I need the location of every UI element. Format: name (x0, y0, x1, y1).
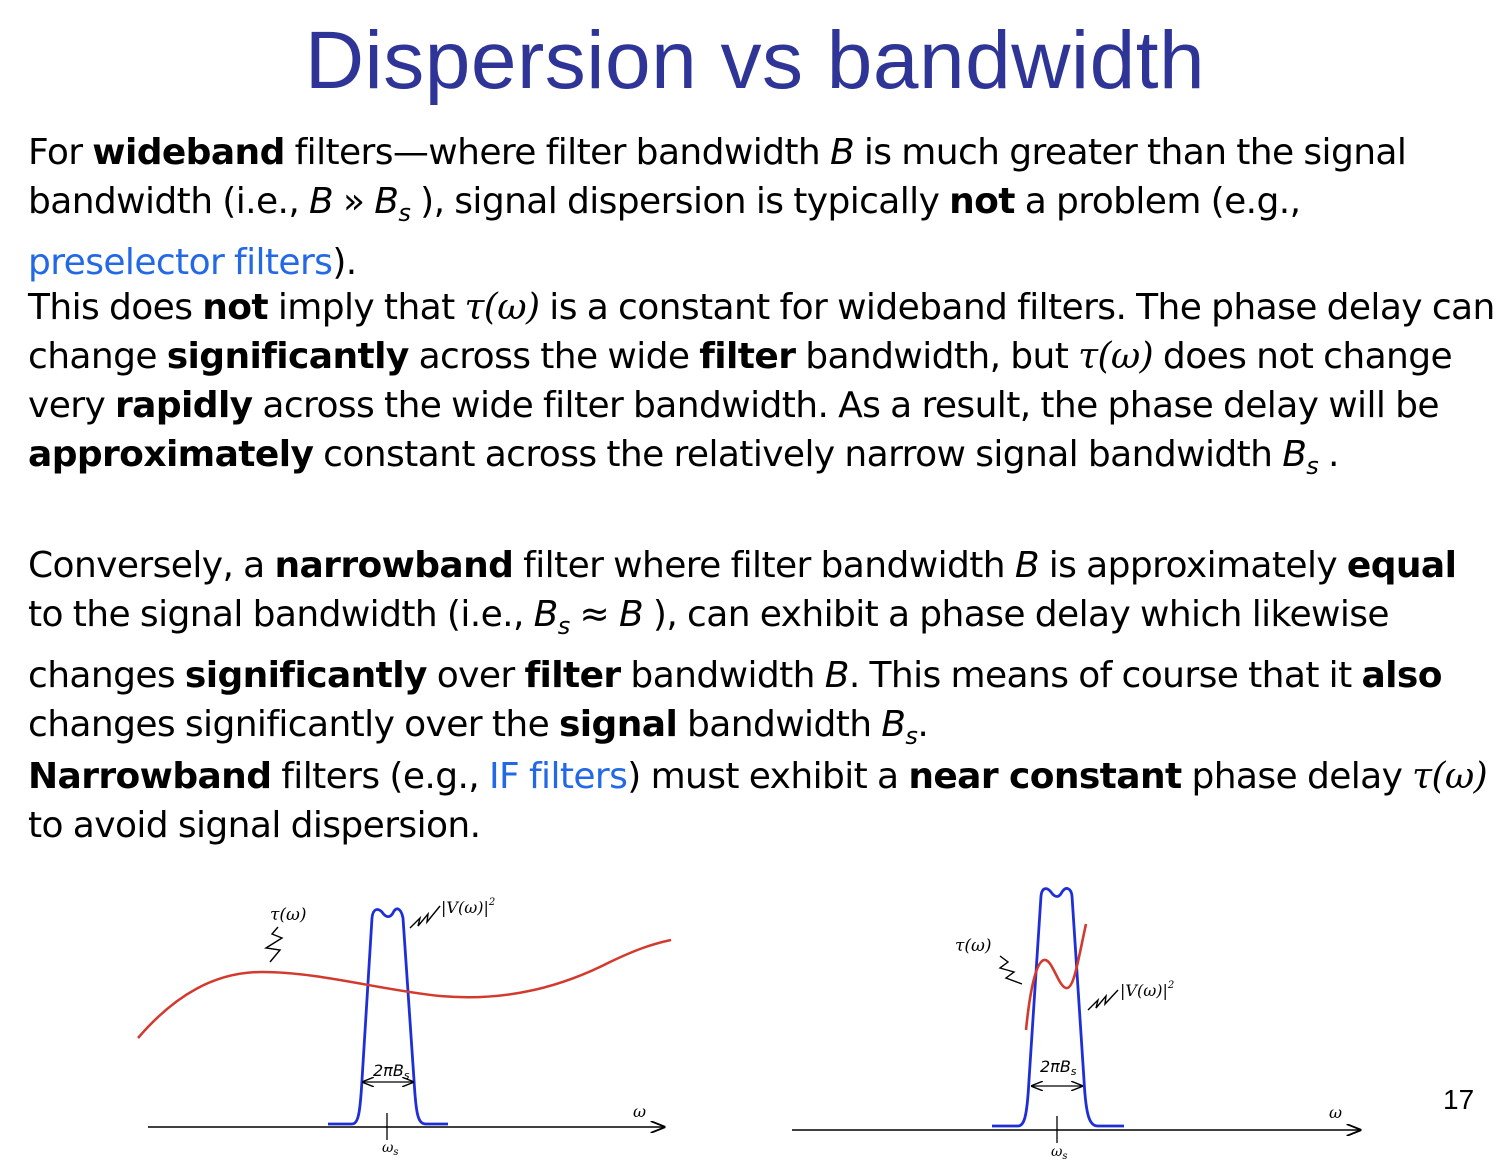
text: imply that (268, 287, 465, 328)
math-var: B (1282, 434, 1307, 475)
math-var: B (1014, 545, 1040, 586)
text: is much greater than the signal bandwidt… (28, 132, 1407, 222)
tau-label: τ(ω) (955, 936, 992, 956)
paragraph-phase-delay: This does not imply that τ(ω) is a const… (28, 283, 1498, 491)
page-number: 17 (1443, 1084, 1475, 1115)
x-axis-label: ω (1329, 1103, 1342, 1122)
text: . (917, 704, 929, 745)
bold-text: equal (1346, 545, 1457, 586)
tau-pointer-squiggle (998, 955, 1023, 985)
magnitude-response-curve (992, 887, 1124, 1128)
text: across the wide filter bandwidth. As a r… (252, 385, 1439, 426)
text: For (28, 132, 93, 173)
text: filters—where filter bandwidth (284, 132, 830, 173)
paragraph-narrowband: Conversely, a narrowband filter where fi… (28, 541, 1498, 761)
tau-omega: τ(ω) (464, 287, 540, 328)
magnitude-label: |V(ω)|2 (441, 897, 495, 917)
text: . This means of course that it (848, 655, 1362, 696)
bold-text: not (202, 287, 269, 328)
text: Conversely, a (28, 545, 275, 586)
bandwidth-label: 2πBs (373, 1061, 410, 1082)
math-var: B (533, 594, 559, 635)
preselector-filters-link[interactable]: preselector filters (28, 242, 333, 283)
tau-label: τ(ω) (270, 905, 307, 925)
bold-text: filter (699, 336, 796, 377)
text: This does (28, 287, 203, 328)
text: ). (332, 242, 357, 283)
bold-text: approximately (28, 434, 314, 475)
text: a problem (e.g., (1014, 181, 1301, 222)
text: to avoid signal dispersion. (28, 805, 481, 846)
text: bandwidth (677, 704, 882, 745)
subscript: s (1306, 452, 1319, 480)
text: filters (e.g., (271, 756, 489, 797)
center-frequency-label: ωs (382, 1140, 399, 1158)
math-op: ≈ (569, 594, 619, 635)
tau-pointer-squiggle (264, 926, 284, 963)
text: over (426, 655, 525, 696)
math-var: B (374, 181, 399, 222)
bold-text: Narrowband (28, 756, 272, 797)
math-var: B (881, 704, 906, 745)
slide-title: Dispersion vs bandwidth (304, 15, 1206, 106)
text: is approximately (1038, 545, 1347, 586)
mag-pointer-squiggle (409, 905, 441, 929)
bold-text: near constant (908, 756, 1182, 797)
text: . (1318, 434, 1339, 475)
text: bandwidth, but (795, 336, 1079, 377)
wideband-figure: ω 2πBs ωs τ(ω) |V(ω)|2 (137, 897, 672, 1158)
x-axis-label: ω (633, 1102, 646, 1121)
paragraph-if-filters: Narrowband filters (e.g., IF filters) mu… (28, 752, 1498, 850)
bold-text: significantly (166, 336, 410, 377)
bold-text: not (949, 181, 1015, 222)
center-frequency-label: ωs (1051, 1144, 1068, 1162)
text: constant across the relatively narrow si… (313, 434, 1283, 475)
if-filters-link[interactable]: IF filters (489, 756, 628, 797)
text: does not change very (28, 336, 1453, 426)
text: filter where filter bandwidth (513, 545, 1015, 586)
text: phase delay (1181, 756, 1413, 797)
bold-text: narrowband (274, 545, 514, 586)
mag-pointer-squiggle (1087, 989, 1119, 1011)
math-var: B (829, 132, 855, 173)
subscript: s (557, 612, 571, 640)
bold-text: also (1361, 655, 1442, 696)
text: ) must exhibit a (627, 756, 909, 797)
bold-text: rapidly (115, 385, 253, 426)
math-var: B (618, 594, 644, 635)
text: across the wide (408, 336, 700, 377)
bold-text: significantly (184, 655, 428, 696)
text: changes significantly over the (28, 704, 559, 745)
phase-delay-curve (1024, 923, 1088, 1031)
text: to the signal bandwidth (i.e., (28, 594, 534, 635)
magnitude-response-curve (328, 907, 448, 1126)
narrowband-figure: ω 2πBs ωs τ(ω) |V(ω)|2 (792, 887, 1360, 1162)
text: ), signal dispersion is typically (410, 181, 950, 222)
tau-omega: τ(ω) (1078, 336, 1154, 377)
paragraph-wideband: For wideband filters—where filter bandwi… (28, 128, 1498, 287)
math-var: B (309, 181, 334, 222)
bold-text: wideband (92, 132, 285, 173)
text: is a constant for wideband filters. The … (28, 287, 1495, 377)
magnitude-label: |V(ω)|2 (1120, 980, 1174, 1000)
subscript: s (398, 199, 411, 227)
text: ), can exhibit a phase delay which likew… (28, 594, 1390, 696)
bandwidth-label: 2πBs (1040, 1057, 1077, 1078)
math-var: B (824, 655, 850, 696)
math-op: » (333, 181, 375, 222)
subscript: s (905, 722, 918, 750)
text: bandwidth (620, 655, 825, 696)
bold-text: signal (558, 704, 678, 745)
bold-text: filter (524, 655, 621, 696)
tau-omega: τ(ω) (1412, 756, 1488, 797)
phase-delay-curve (137, 938, 672, 1039)
